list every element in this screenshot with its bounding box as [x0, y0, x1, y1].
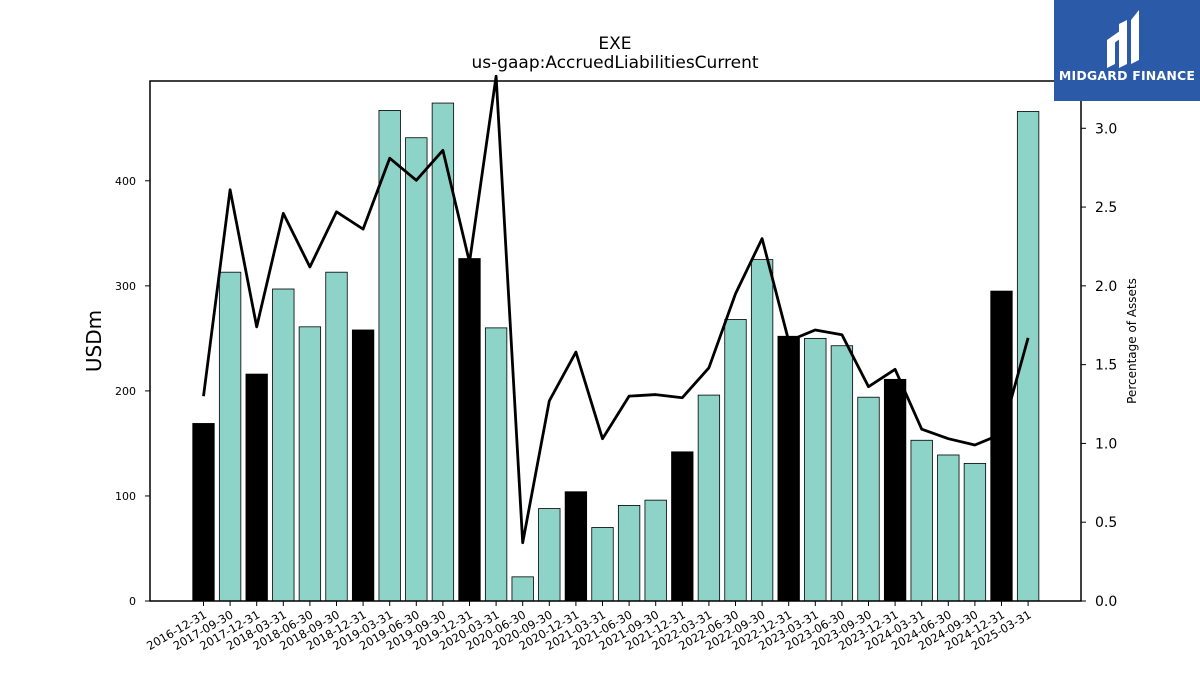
bar [245, 373, 268, 602]
bar [697, 394, 721, 602]
y2-tick-label: 2.5 [1095, 200, 1117, 216]
bar [564, 491, 588, 602]
bar [1016, 111, 1040, 602]
bar [883, 378, 907, 602]
bar [990, 290, 1013, 602]
bar [937, 454, 960, 602]
bar [644, 499, 667, 602]
plot-frame [149, 80, 1082, 602]
bar [351, 329, 375, 602]
bar [458, 258, 481, 602]
y-tick-label: 200 [115, 385, 136, 398]
pct-assets-line [202, 74, 1030, 545]
bar [325, 271, 348, 602]
chart-subtitle: us-gaap:AccruedLiabilitiesCurrent [471, 53, 758, 73]
chart-title: EXE [598, 34, 631, 54]
bar [298, 326, 322, 602]
y-tick-label: 400 [115, 175, 136, 188]
y2-tick-label: 3.0 [1095, 121, 1117, 137]
y-axis-label: USDm [82, 310, 106, 372]
bar [617, 504, 641, 602]
bar [538, 508, 561, 602]
bar [777, 335, 800, 602]
bar [272, 288, 295, 602]
bar [484, 327, 508, 602]
y2-tick-label: 2.0 [1095, 279, 1117, 295]
bar [724, 319, 747, 602]
y2-tick-label: 0.0 [1095, 594, 1117, 610]
bar [405, 137, 428, 602]
bar [830, 345, 854, 602]
bar [671, 451, 694, 602]
brand-mark-icon [1107, 10, 1139, 68]
y2-axis-label: Percentage of Assets [1125, 278, 1139, 404]
bar [591, 527, 614, 602]
bar [511, 576, 534, 602]
bar [750, 259, 774, 602]
bar [378, 110, 401, 602]
y2-tick-label: 1.0 [1095, 436, 1117, 452]
bar [857, 396, 880, 602]
bar [804, 337, 827, 602]
y-tick-label: 0 [129, 595, 136, 608]
bar [963, 462, 987, 602]
bar [218, 271, 242, 602]
y-tick-label: 300 [115, 280, 136, 293]
y-tick-label: 100 [115, 490, 136, 503]
bar [192, 423, 215, 602]
brand-logo-text: MIDGARD FINANCE [1058, 68, 1196, 83]
bar [910, 439, 933, 602]
y2-tick-label: 1.5 [1095, 358, 1117, 374]
y2-tick-label: 0.5 [1095, 515, 1117, 531]
